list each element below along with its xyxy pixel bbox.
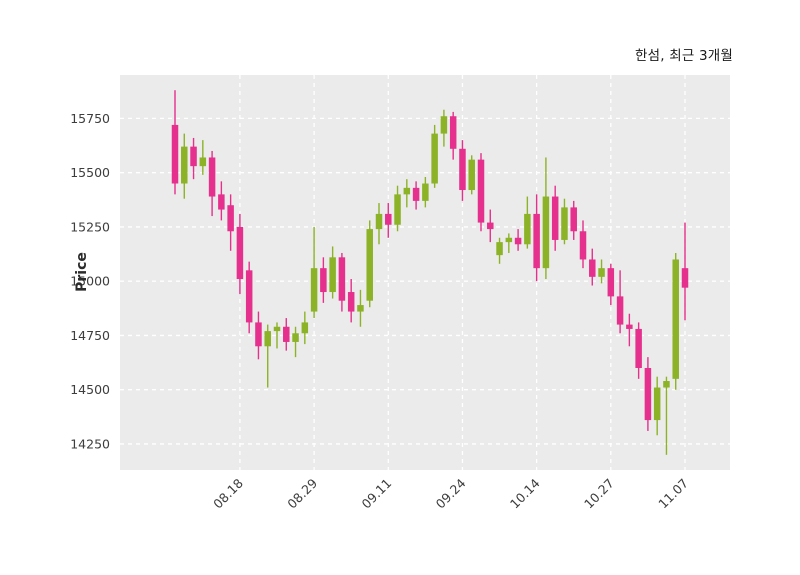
- candle-body: [589, 259, 596, 277]
- candle-body: [672, 259, 679, 379]
- x-tick-label: 10.27: [581, 476, 617, 512]
- candle-body: [181, 146, 188, 184]
- candle-body: [301, 322, 309, 334]
- y-tick-label: 14250: [70, 436, 110, 451]
- candle-body: [347, 292, 355, 312]
- candle-body: [663, 381, 670, 388]
- candle-body: [310, 268, 318, 312]
- y-tick-label: 14500: [70, 382, 110, 397]
- candle-body: [468, 159, 475, 191]
- x-tick-label: 09.11: [358, 476, 394, 512]
- candle-body: [245, 270, 253, 323]
- chart-title: 한섬, 최근 3개월: [635, 48, 733, 64]
- candle-body: [357, 305, 364, 312]
- candle-body: [218, 194, 225, 210]
- y-tick-label: 15500: [70, 165, 110, 180]
- candle-body: [199, 157, 207, 167]
- candle-body: [431, 133, 438, 184]
- x-tick-label: 11.07: [655, 476, 691, 512]
- candle-body: [477, 159, 485, 223]
- candle-body: [487, 222, 494, 230]
- candle-body: [561, 207, 568, 240]
- y-tick-label: 15250: [70, 219, 110, 234]
- candle-body: [264, 331, 271, 347]
- candle-body: [496, 242, 503, 256]
- candle-body: [385, 213, 392, 225]
- candle-body: [524, 213, 531, 245]
- candle-body: [320, 268, 327, 293]
- candle-body: [616, 296, 624, 325]
- plot-area: [120, 75, 730, 470]
- candle-body: [208, 157, 216, 197]
- candle-body: [338, 257, 346, 301]
- x-tick-label: 09.24: [433, 475, 469, 511]
- candle-body: [626, 324, 633, 329]
- x-tick-label: 08.29: [284, 475, 320, 511]
- candle-body: [255, 322, 262, 347]
- x-tick-label: 08.18: [210, 475, 246, 511]
- candle-body: [570, 207, 577, 232]
- candle-body: [542, 196, 550, 269]
- candle-body: [579, 231, 587, 260]
- candle-body: [403, 187, 411, 195]
- candle-body: [607, 268, 615, 297]
- candle-body: [190, 146, 197, 167]
- candle-body: [375, 213, 383, 230]
- candle-body: [366, 229, 373, 301]
- candle-body: [273, 326, 281, 332]
- y-tick-label: 15750: [70, 111, 110, 126]
- candle-body: [422, 183, 429, 201]
- candle-body: [514, 237, 522, 245]
- candle-body: [533, 213, 540, 269]
- y-tick-label: 14750: [70, 328, 110, 343]
- candle-body: [598, 268, 605, 277]
- candle-body: [653, 387, 661, 421]
- y-tick-label: 15000: [70, 274, 110, 289]
- x-tick-label: 10.14: [507, 475, 543, 511]
- candle-body: [505, 237, 513, 243]
- candle-body: [236, 226, 244, 280]
- candle-body: [394, 194, 401, 225]
- candle-body: [329, 257, 336, 293]
- candle-body: [644, 367, 652, 421]
- candle-body: [459, 148, 466, 191]
- y-axis-label: Price: [74, 252, 90, 292]
- candle-body: [292, 333, 299, 342]
- candle-body: [227, 205, 234, 232]
- candle-body: [440, 116, 448, 134]
- candle-body: [635, 328, 642, 368]
- candle-body: [449, 116, 457, 149]
- candle-body: [681, 268, 689, 288]
- candle-body: [283, 326, 290, 342]
- candle-body: [551, 196, 559, 240]
- candle-body: [412, 187, 420, 201]
- candle-body: [171, 124, 179, 184]
